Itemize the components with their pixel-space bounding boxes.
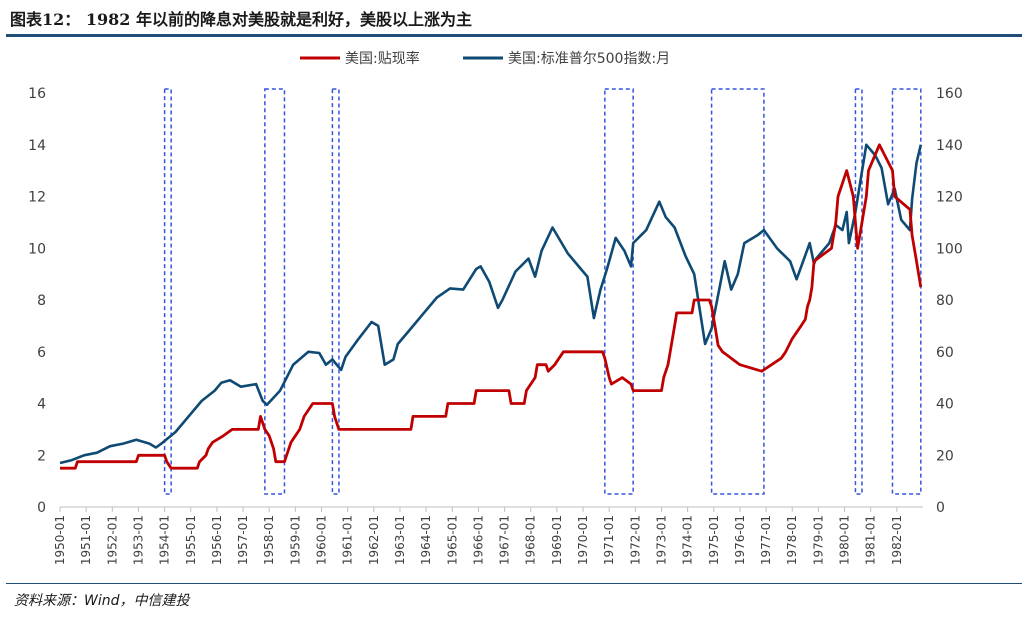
legend-item-discount-rate: 美国:贴现率 [300,50,420,67]
chart-title: 图表12： 1982 年以前的降息对美股就是利好，美股以上涨为主 [10,10,472,29]
y-left-tick-label: 6 [37,345,46,361]
x-tick-label: 1979-01 [811,515,825,565]
x-tick-label: 1968-01 [524,515,538,565]
x-tick-label: 1978-01 [785,515,799,565]
y-left-tick-label: 12 [28,190,46,206]
x-tick-label: 1954-01 [158,515,172,565]
x-tick-label: 1962-01 [367,515,381,565]
x-tick-label: 1952-01 [105,515,119,565]
y-right-tick-label: 140 [936,138,963,154]
x-tick-label: 1971-01 [602,515,616,565]
x-tick-label: 1961-01 [341,515,355,565]
x-tick-label: 1975-01 [707,515,721,565]
legend-label-discount-rate: 美国:贴现率 [345,50,420,67]
title-divider [6,34,1022,37]
x-tick-label: 1973-01 [654,515,668,565]
x-tick-label: 1955-01 [184,515,198,565]
x-tick-label: 1960-01 [315,515,329,565]
series-lines [59,143,923,470]
y-right-tick-label: 160 [936,86,963,102]
highlight-box [604,88,634,495]
axes: 02468101214160204060801001201401601950-0… [28,86,963,565]
x-tick-label: 1963-01 [393,515,407,565]
x-tick-label: 1981-01 [864,515,878,565]
y-right-tick-label: 100 [936,241,963,257]
legend-label-sp500: 美国:标准普尔500指数:月 [508,51,670,67]
x-tick-label: 1974-01 [681,515,695,565]
legend-item-sp500: 美国:标准普尔500指数:月 [463,51,670,67]
x-tick-label: 1956-01 [210,515,224,565]
series-line-discount-rate [60,143,923,470]
chart-area: 美国:贴现率 美国:标准普尔500指数:月 024681012141602040… [28,50,963,565]
y-right-tick-label: 80 [936,293,954,309]
x-tick-label: 1967-01 [498,515,512,565]
highlight-box [854,88,863,495]
x-tick-label: 1964-01 [419,515,433,565]
highlight-boxes [163,88,922,495]
x-tick-label: 1980-01 [838,515,852,565]
y-right-tick-label: 60 [936,345,954,361]
highlight-box [264,88,286,495]
highlight-box [710,88,765,495]
legend: 美国:贴现率 美国:标准普尔500指数:月 [300,50,670,67]
x-tick-label: 1977-01 [759,515,773,565]
x-tick-label: 1958-01 [262,515,276,565]
y-left-tick-label: 4 [37,397,46,413]
source-divider [6,583,1022,584]
series-line-sp500 [59,143,923,465]
source-note: 资料来源：Wind，中信建投 [14,593,190,609]
x-tick-label: 1953-01 [131,515,145,565]
x-tick-label: 1969-01 [550,515,564,565]
x-tick-label: 1966-01 [471,515,485,565]
highlight-box [331,88,340,495]
y-left-tick-label: 2 [37,448,46,464]
y-right-tick-label: 20 [936,448,954,464]
x-tick-label: 1976-01 [733,515,747,565]
y-left-tick-label: 14 [28,138,46,154]
y-right-tick-label: 120 [936,190,963,206]
x-tick-label: 1950-01 [53,515,67,565]
x-tick-label: 1970-01 [576,515,590,565]
x-tick-label: 1959-01 [288,515,302,565]
y-left-tick-label: 16 [28,86,46,102]
y-right-tick-label: 0 [936,500,945,516]
x-tick-label: 1957-01 [236,515,250,565]
x-tick-label: 1982-01 [890,515,904,565]
y-right-tick-label: 40 [936,397,954,413]
x-tick-label: 1951-01 [79,515,93,565]
y-left-tick-label: 0 [37,500,46,516]
x-tick-label: 1972-01 [628,515,642,565]
highlight-box [163,88,172,495]
x-tick-label: 1965-01 [445,515,459,565]
highlight-box [891,88,922,495]
y-left-tick-label: 8 [37,293,46,309]
y-left-tick-label: 10 [28,241,46,257]
